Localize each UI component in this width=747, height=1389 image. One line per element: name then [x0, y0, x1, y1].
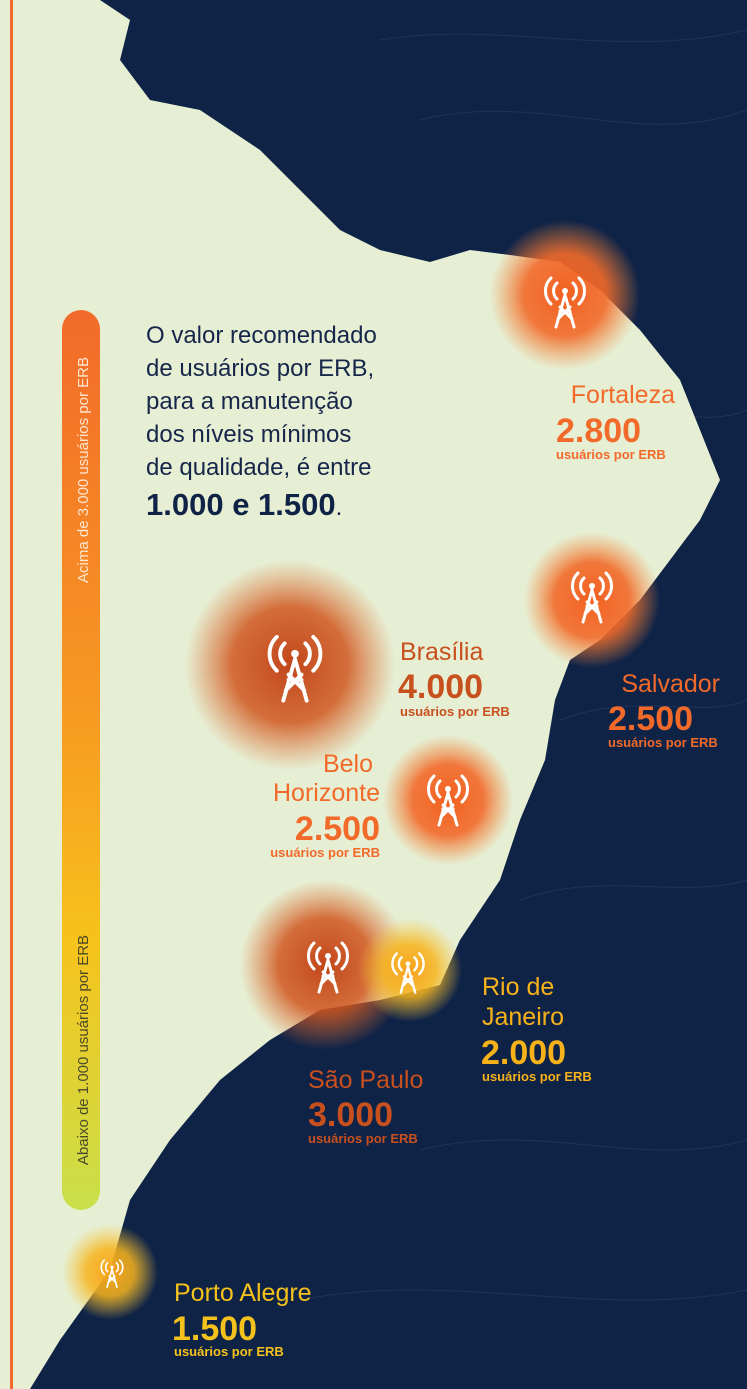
city-unit: usuários por ERB: [556, 447, 666, 462]
intro-line: de usuários por ERB,: [146, 355, 374, 382]
city-value: 3.000: [308, 1096, 393, 1134]
glow: [240, 880, 410, 1050]
intro-highlight: 1.000 e 1.500: [146, 487, 336, 522]
city-name: Rio de: [482, 973, 554, 1001]
city-name: Horizonte: [273, 779, 380, 807]
intro-line: dos níveis mínimos: [146, 421, 351, 448]
city-unit: usuários por ERB: [270, 845, 380, 860]
city-unit: usuários por ERB: [482, 1069, 592, 1084]
city-porto-alegre: Porto Alegre 1.500 usuários por ERB: [172, 1279, 312, 1359]
city-value: 2.800: [556, 412, 641, 450]
intro-text: O valor recomendado de usuários por ERB,…: [146, 322, 377, 522]
city-sao-paulo: São Paulo 3.000 usuários por ERB: [308, 1066, 423, 1146]
city-unit: usuários por ERB: [308, 1131, 418, 1146]
glow: [185, 560, 395, 770]
city-name: Belo: [323, 750, 373, 778]
city-name: Fortaleza: [571, 381, 675, 409]
edge-line: [10, 0, 13, 1389]
city-name: Janeiro: [482, 1003, 564, 1031]
intro-end: .: [336, 494, 343, 521]
scale-bar: [62, 310, 100, 1210]
city-value: 2.500: [608, 700, 693, 738]
city-salvador: Salvador 2.500 usuários por ERB: [608, 670, 720, 750]
glow: [383, 735, 513, 865]
city-belo-horizonte: Belo Horizonte 2.500 usuários por ERB: [270, 750, 380, 860]
city-unit: usuários por ERB: [608, 735, 718, 750]
glow: [524, 532, 660, 668]
intro-line: O valor recomendado: [146, 322, 377, 349]
city-name: Porto Alegre: [174, 1279, 312, 1307]
city-brasilia: Brasília 4.000 usuários por ERB: [398, 638, 510, 719]
city-fortaleza: Fortaleza 2.800 usuários por ERB: [556, 381, 675, 462]
city-name: Brasília: [400, 638, 483, 666]
city-name: São Paulo: [308, 1066, 423, 1094]
intro-line: 1.000 e 1.500.: [146, 487, 342, 522]
city-unit: usuários por ERB: [174, 1344, 284, 1359]
city-value: 2.000: [481, 1034, 566, 1072]
city-value: 2.500: [295, 810, 380, 848]
city-unit: usuários por ERB: [400, 704, 510, 719]
scale-bottom-label: Abaixo de 1.000 usuários por ERB: [75, 935, 92, 1165]
intro-line: de qualidade, é entre: [146, 454, 372, 481]
city-rio: Rio de Janeiro 2.000 usuários por ERB: [481, 973, 592, 1084]
city-name: Salvador: [621, 670, 720, 698]
scale-top-label: Acima de 3.000 usuários por ERB: [75, 357, 92, 583]
city-value: 1.500: [172, 1310, 257, 1348]
intro-line: para a manutenção: [146, 388, 353, 415]
city-value: 4.000: [398, 668, 483, 706]
glow: [62, 1224, 158, 1320]
